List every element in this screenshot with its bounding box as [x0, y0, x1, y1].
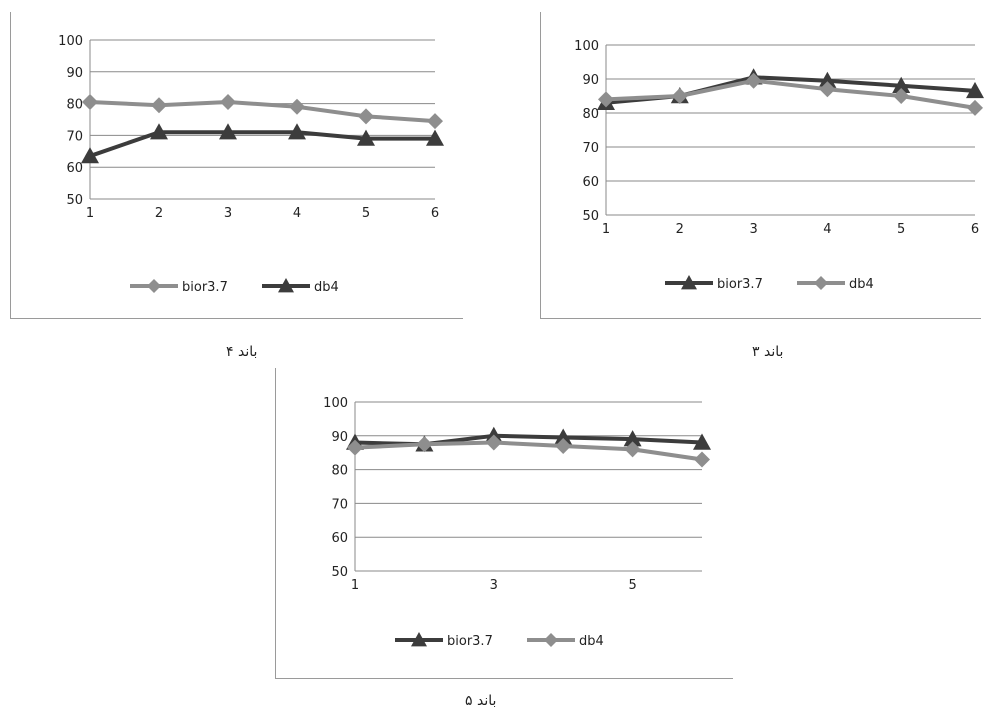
- band3-y-tick-label-50: 50: [582, 209, 599, 224]
- band4-data-point-db4-1: [81, 147, 99, 164]
- band4-x-tick-label-2: 2: [155, 206, 163, 221]
- band4-y-tick-label-70: 70: [66, 129, 83, 144]
- band4-y-tick-label-90: 90: [66, 66, 83, 81]
- band3-data-point-db4-6: [967, 99, 983, 116]
- band3-x-tick-label-4: 4: [823, 222, 831, 237]
- band3-data-point-db4-4: [819, 81, 836, 98]
- band5-x-tick-label-5: 5: [628, 578, 636, 593]
- band3-x-tick-label-1: 1: [602, 222, 610, 237]
- band4-legend-label-bior3.7: bior3.7: [182, 280, 228, 295]
- band3-data-point-db4-5: [893, 88, 910, 104]
- band5-data-point-bior3.7-4: [554, 428, 573, 445]
- band5-data-point-db4-2: [416, 436, 433, 453]
- band3-x-tick-label-5: 5: [897, 222, 905, 237]
- band3-y-tick-label-100: 100: [574, 39, 599, 54]
- band4-data-point-bior3.7-5: [358, 108, 374, 125]
- band3-y-tick-label-70: 70: [582, 141, 599, 156]
- band3-x-tick-label-2: 2: [676, 222, 684, 237]
- band5-y-tick-label-80: 80: [331, 464, 348, 479]
- band4-series-line-bior3.7: [89, 100, 436, 124]
- band5-data-point-db4-5: [624, 441, 641, 458]
- band3-data-point-db4-2: [671, 88, 688, 104]
- band4-y-tick-label-80: 80: [66, 98, 83, 113]
- band3-data-point-bior3.7-6: [966, 81, 984, 99]
- caption-band4: باند ۴: [226, 344, 258, 360]
- band4-data-point-db4-4: [288, 123, 306, 140]
- band5-y-tick-label-70: 70: [331, 497, 348, 512]
- band3-x-tick-label-6: 6: [971, 222, 979, 237]
- band5-x-tick-label-1: 1: [351, 578, 359, 593]
- band3-legend-label-bior3.7: bior3.7: [717, 277, 763, 292]
- chart-frame-band5: [275, 368, 733, 679]
- band4-data-point-bior3.7-3: [220, 94, 236, 111]
- chart-frame-band4: [10, 12, 463, 319]
- band3-y-tick-label-60: 60: [582, 175, 599, 190]
- band4-y-tick-label-60: 60: [66, 161, 83, 176]
- band4-x-tick-label-4: 4: [293, 206, 301, 221]
- band5-x-tick-label-3: 3: [490, 578, 498, 593]
- band3-data-point-db4-1: [598, 91, 614, 108]
- band5-data-point-bior3.7-5: [623, 430, 642, 447]
- band5-legend-marker-db4: [544, 633, 558, 647]
- band5-data-point-db4-6: [694, 451, 710, 468]
- band5-y-tick-label-50: 50: [331, 565, 348, 580]
- band5-data-point-bior3.7-6: [693, 433, 711, 450]
- band3-legend-marker-bior3.7: [681, 275, 697, 290]
- band5-legend-marker-bior3.7: [411, 632, 427, 647]
- band5-data-point-db4-4: [555, 437, 572, 454]
- band3-data-point-db4-3: [745, 72, 762, 89]
- band3-legend-label-db4: db4: [849, 277, 874, 292]
- band4-data-point-bior3.7-6: [427, 113, 443, 130]
- band5-series-line-db4: [354, 440, 703, 462]
- caption-band5: باند ۵: [465, 693, 497, 709]
- band4-legend-marker-db4: [278, 278, 294, 293]
- band4-data-point-db4-2: [150, 123, 168, 140]
- band5-legend-label-bior3.7: bior3.7: [447, 634, 493, 649]
- band4-x-tick-label-3: 3: [224, 206, 232, 221]
- band5-y-tick-label-100: 100: [323, 396, 348, 411]
- band4-legend-label-db4: db4: [314, 280, 339, 295]
- band5-data-point-db4-1: [347, 439, 363, 456]
- band4-data-point-db4-5: [357, 129, 375, 146]
- caption-band3: باند ۳: [752, 344, 784, 360]
- band3-y-tick-label-80: 80: [582, 107, 599, 122]
- band4-x-tick-label-1: 1: [86, 206, 94, 221]
- band4-x-tick-label-6: 6: [431, 206, 439, 221]
- band3-y-tick-label-90: 90: [582, 73, 599, 88]
- band4-x-tick-label-5: 5: [362, 206, 370, 221]
- band5-y-tick-label-60: 60: [331, 531, 348, 546]
- band5-y-tick-label-90: 90: [331, 430, 348, 445]
- band4-data-point-bior3.7-2: [151, 97, 167, 114]
- band3-x-tick-label-3: 3: [749, 222, 757, 237]
- band4-data-point-db4-6: [426, 129, 444, 146]
- band4-legend-marker-bior3.7: [147, 279, 161, 293]
- band3-legend-marker-db4: [814, 276, 828, 290]
- band4-data-point-db4-3: [219, 123, 237, 140]
- band4-data-point-bior3.7-4: [289, 98, 305, 115]
- band3-data-point-bior3.7-5: [892, 76, 911, 93]
- band4-data-point-bior3.7-1: [82, 94, 98, 111]
- band4-y-tick-label-50: 50: [66, 193, 83, 208]
- band5-legend-label-db4: db4: [579, 634, 604, 649]
- chart-frame-band3: [540, 12, 981, 319]
- band5-data-point-db4-3: [485, 434, 502, 451]
- band3-data-point-bior3.7-4: [818, 71, 837, 88]
- band4-series-line-db4: [89, 130, 435, 158]
- band3-series-line-db4: [605, 78, 976, 110]
- band4-y-tick-label-100: 100: [58, 34, 83, 49]
